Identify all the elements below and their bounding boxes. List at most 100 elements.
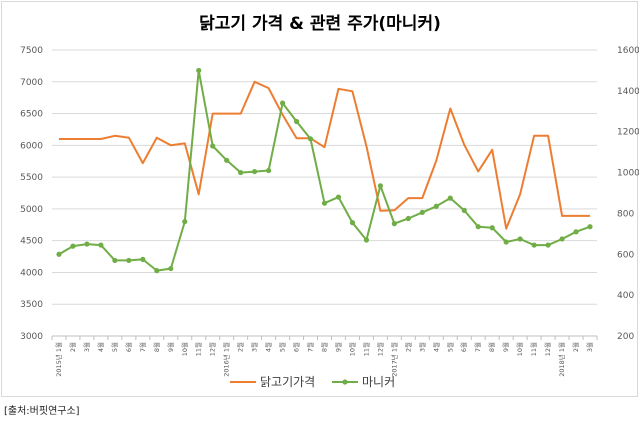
x-tick-label: 9월 bbox=[333, 342, 342, 352]
legend-label-0: 닭고기가격 bbox=[260, 375, 315, 389]
series-point bbox=[140, 256, 146, 262]
chart-title: 닭고기 가격 & 관련 주가(마니커) bbox=[199, 14, 441, 34]
series-point bbox=[545, 242, 551, 248]
x-tick-label: 9월 bbox=[501, 342, 510, 352]
legend-marker bbox=[342, 379, 348, 385]
series-point bbox=[112, 257, 118, 264]
x-tick-label: 3월 bbox=[250, 342, 259, 352]
left-tick-label: 4000 bbox=[20, 268, 43, 278]
right-axis-ticks: 200 400 600 800 1000 1200 1400 1600 bbox=[617, 46, 639, 342]
series-point bbox=[489, 225, 495, 231]
series-point bbox=[475, 224, 481, 230]
right-tick-label: 800 bbox=[617, 209, 634, 219]
x-tick-label: 10월 bbox=[347, 342, 356, 356]
series-point bbox=[503, 239, 509, 245]
left-tick-label: 7500 bbox=[20, 46, 43, 56]
source-note: [출처:버핏연구소] bbox=[4, 406, 80, 417]
x-tick-label: 11월 bbox=[194, 342, 203, 356]
series-point bbox=[517, 236, 523, 242]
x-tick-label: 8월 bbox=[320, 342, 329, 352]
x-tick-label: 4월 bbox=[431, 342, 440, 352]
x-tick-label: 3월 bbox=[585, 342, 594, 352]
left-tick-label: 5500 bbox=[20, 173, 43, 183]
right-tick-label: 1400 bbox=[617, 87, 639, 97]
right-tick-label: 1000 bbox=[617, 169, 639, 179]
right-tick-label: 1600 bbox=[617, 46, 639, 56]
series-point bbox=[405, 215, 411, 222]
x-axis-ticks: 2015년 1월 2월 3월 4월 5월 6월 7월 8월 9월 10월 11월 12월 2016년 1… bbox=[54, 342, 594, 377]
x-tick-label: 6월 bbox=[459, 342, 468, 352]
series-point bbox=[531, 242, 537, 248]
x-tick-label: 5월 bbox=[445, 342, 454, 352]
series-point bbox=[307, 136, 314, 142]
series-point bbox=[266, 167, 272, 174]
x-tick-label: 2015년 1월 bbox=[54, 342, 63, 377]
x-tick-label: 8월 bbox=[152, 342, 161, 352]
left-tick-label: 3000 bbox=[20, 332, 43, 342]
series-point bbox=[573, 229, 579, 235]
x-tick-label: 8월 bbox=[487, 342, 496, 352]
series-point bbox=[252, 168, 258, 175]
x-tick-label: 2018년 1월 bbox=[557, 342, 566, 377]
series-point bbox=[419, 209, 425, 216]
x-tick-label: 6월 bbox=[124, 342, 133, 352]
series-line-0 bbox=[59, 80, 590, 230]
series-point bbox=[84, 241, 90, 247]
x-tick-label: 7월 bbox=[473, 342, 482, 352]
x-tick-label: 2016년 1월 bbox=[222, 342, 231, 377]
left-tick-label: 6500 bbox=[20, 110, 43, 120]
x-tick-label: 3월 bbox=[417, 342, 426, 352]
series-point bbox=[559, 236, 565, 242]
x-tick-label: 6월 bbox=[292, 342, 301, 352]
series-point bbox=[154, 268, 160, 274]
series-point bbox=[279, 100, 286, 106]
left-tick-label: 7000 bbox=[20, 78, 43, 88]
x-tick-label: 4월 bbox=[264, 342, 273, 352]
right-tick-label: 200 bbox=[617, 332, 634, 342]
x-tick-label: 5월 bbox=[278, 342, 287, 352]
legend: 닭고기가격 마니커 bbox=[230, 375, 395, 389]
series-point bbox=[461, 207, 467, 213]
right-tick-label: 600 bbox=[617, 250, 634, 260]
x-tick-label: 12월 bbox=[543, 342, 552, 356]
left-tick-label: 3500 bbox=[20, 300, 43, 310]
series-point bbox=[587, 224, 593, 230]
x-tick-label: 5월 bbox=[110, 342, 119, 352]
x-tick-label: 9월 bbox=[166, 342, 175, 352]
series-point bbox=[447, 195, 453, 201]
right-tick-label: 400 bbox=[617, 291, 634, 301]
series-point bbox=[391, 221, 397, 227]
x-tick-label: 3월 bbox=[82, 342, 91, 352]
x-tick-label: 12월 bbox=[375, 342, 384, 356]
x-tick-label: 2017년 1월 bbox=[389, 342, 398, 377]
series-point bbox=[126, 257, 132, 264]
series-point bbox=[293, 118, 300, 125]
x-tick-label: 2월 bbox=[68, 342, 77, 352]
chart-frame: 닭고기 가격 & 관련 주가(마니커) 3000 3500 4000 4500 5000… bbox=[1, 1, 639, 397]
x-tick-label: 2월 bbox=[236, 342, 245, 352]
series-point bbox=[168, 265, 174, 272]
series-point bbox=[224, 157, 230, 163]
grid-layer bbox=[51, 49, 598, 340]
series-layer bbox=[56, 67, 593, 274]
left-tick-label: 6000 bbox=[20, 141, 43, 151]
series-point bbox=[196, 67, 202, 74]
left-axis-ticks: 3000 3500 4000 4500 5000 5500 6000 6500 7000 7500 bbox=[20, 46, 43, 342]
x-tick-label: 7월 bbox=[306, 342, 315, 352]
right-tick-label: 1200 bbox=[617, 128, 639, 138]
x-tick-label: 12월 bbox=[208, 342, 217, 356]
series-point bbox=[210, 143, 216, 149]
x-tick-label: 11월 bbox=[529, 342, 538, 356]
series-point bbox=[335, 194, 342, 200]
series-point bbox=[433, 203, 439, 209]
x-tick-label: 2월 bbox=[571, 342, 580, 352]
series-point bbox=[98, 242, 104, 248]
series-point bbox=[349, 220, 356, 226]
series-point bbox=[321, 200, 328, 206]
series-point bbox=[70, 243, 76, 249]
left-tick-label: 5000 bbox=[20, 205, 43, 215]
chart-svg: 닭고기 가격 & 관련 주가(마니커) 3000 3500 4000 4500 5000… bbox=[20, 14, 639, 389]
x-tick-label: 7월 bbox=[138, 342, 147, 352]
x-tick-label: 10월 bbox=[515, 342, 524, 356]
series-point bbox=[363, 237, 370, 243]
